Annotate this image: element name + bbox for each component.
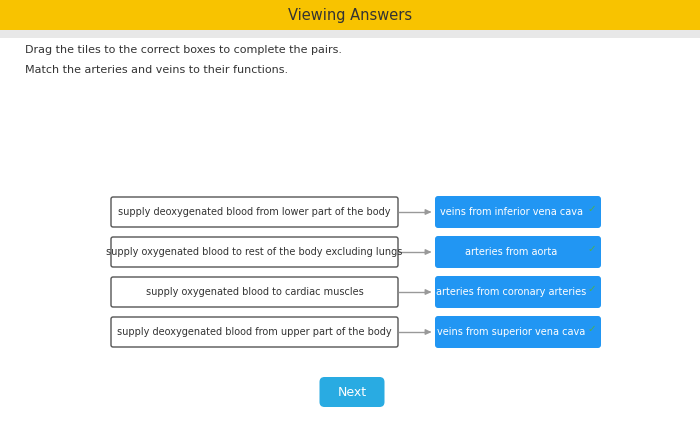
FancyBboxPatch shape [435,316,601,348]
Text: ✓: ✓ [587,204,596,214]
Text: Match the arteries and veins to their functions.: Match the arteries and veins to their fu… [25,65,288,75]
Text: supply deoxygenated blood from upper part of the body: supply deoxygenated blood from upper par… [117,327,392,337]
Text: Viewing Answers: Viewing Answers [288,8,412,23]
FancyBboxPatch shape [435,276,601,308]
FancyBboxPatch shape [111,237,398,267]
FancyBboxPatch shape [0,0,700,30]
Text: ✓: ✓ [587,284,596,294]
FancyBboxPatch shape [319,377,384,407]
FancyBboxPatch shape [435,236,601,268]
Text: arteries from coronary arteries: arteries from coronary arteries [436,287,586,297]
FancyBboxPatch shape [111,197,398,227]
Text: supply oxygenated blood to rest of the body excluding lungs: supply oxygenated blood to rest of the b… [106,247,402,257]
Text: Drag the tiles to the correct boxes to complete the pairs.: Drag the tiles to the correct boxes to c… [25,45,342,55]
Text: veins from inferior vena cava: veins from inferior vena cava [440,207,582,217]
Text: ✓: ✓ [587,324,596,334]
Text: Next: Next [337,385,367,399]
Text: supply deoxygenated blood from lower part of the body: supply deoxygenated blood from lower par… [118,207,391,217]
FancyBboxPatch shape [435,196,601,228]
FancyBboxPatch shape [0,30,700,38]
Text: ✓: ✓ [587,244,596,254]
Text: arteries from aorta: arteries from aorta [465,247,557,257]
FancyBboxPatch shape [111,277,398,307]
Text: veins from superior vena cava: veins from superior vena cava [437,327,585,337]
FancyBboxPatch shape [111,317,398,347]
Text: supply oxygenated blood to cardiac muscles: supply oxygenated blood to cardiac muscl… [146,287,363,297]
